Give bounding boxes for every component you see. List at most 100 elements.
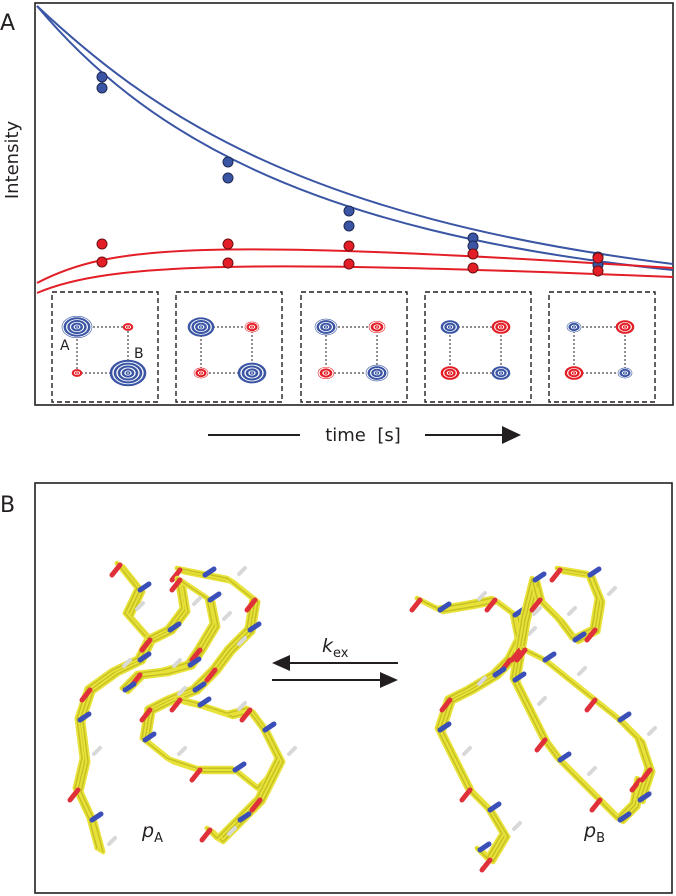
- inset-frame: [300, 291, 408, 403]
- backbone-edge: [80, 566, 154, 853]
- oxygen: [484, 597, 498, 613]
- nitrogen: [237, 811, 252, 823]
- peak-center: [573, 372, 575, 374]
- oxygen: [204, 667, 218, 683]
- backbone: [417, 597, 523, 863]
- point: [343, 240, 355, 252]
- point: [343, 258, 355, 270]
- molecules: [67, 560, 657, 873]
- nitrogen: [77, 711, 92, 723]
- state-subscript: B: [596, 831, 605, 846]
- backbone-edge: [419, 599, 521, 861]
- inset-frame: [175, 291, 283, 403]
- oxygen: [189, 767, 203, 783]
- points: [96, 71, 604, 277]
- point: [222, 238, 234, 250]
- nitrogen: [207, 591, 222, 603]
- oxygen: [239, 707, 253, 723]
- peak-center: [76, 372, 78, 374]
- oxygen: [589, 797, 603, 813]
- point: [343, 220, 355, 232]
- peak-center: [251, 326, 253, 328]
- nitrogen: [572, 631, 587, 643]
- oxygen: [409, 597, 423, 613]
- rate-symbol: k: [322, 635, 334, 657]
- backbone: [522, 647, 653, 803]
- nitrogen: [197, 696, 212, 708]
- oxygen: [244, 597, 258, 613]
- point: [592, 252, 604, 264]
- oxygen: [629, 777, 643, 793]
- peak-center: [325, 372, 327, 374]
- oxygen: [169, 577, 183, 593]
- peak-label: B: [134, 346, 144, 362]
- oxygen: [67, 787, 81, 803]
- curve: [36, 248, 674, 284]
- point: [222, 257, 234, 269]
- backbone-edge: [121, 577, 213, 689]
- x-axis-label: time [s]: [325, 425, 401, 446]
- peak-center: [573, 326, 575, 328]
- inset-frame: [548, 291, 656, 403]
- oxygen: [139, 707, 153, 723]
- nitrogen: [617, 711, 632, 723]
- hydrogen: [537, 696, 547, 706]
- peak-center: [376, 372, 378, 374]
- hydrogen: [107, 836, 117, 846]
- rate-subscript: ex: [333, 646, 349, 661]
- point: [222, 172, 234, 184]
- curve: [36, 265, 674, 294]
- hydrogen: [607, 586, 617, 596]
- nitrogen: [542, 651, 557, 663]
- state-label: pB: [583, 820, 605, 846]
- nitrogen: [192, 681, 207, 693]
- hydrogen: [192, 596, 202, 606]
- oxygen: [459, 787, 473, 803]
- nitrogen: [512, 671, 527, 683]
- point: [96, 238, 108, 250]
- nitrogen: [142, 731, 157, 743]
- point: [96, 82, 108, 94]
- backbone-edge: [524, 649, 651, 801]
- oxygen: [479, 857, 493, 873]
- point: [467, 262, 479, 274]
- peak-center: [376, 326, 378, 328]
- hydrogen: [92, 746, 102, 756]
- nitrogen: [637, 791, 652, 803]
- hydrogen: [177, 686, 187, 696]
- backbone-edge: [511, 567, 638, 819]
- hydrogen: [512, 821, 522, 831]
- nitrogen: [477, 841, 492, 853]
- state-symbol: p: [141, 820, 154, 842]
- backbone: [139, 565, 270, 791]
- peak-center: [449, 326, 451, 328]
- hydrogen: [237, 636, 247, 646]
- oxygen: [639, 767, 653, 783]
- peak-center: [127, 326, 129, 328]
- hydrogen: [122, 658, 132, 668]
- panel-label: B: [0, 493, 15, 518]
- state-subscript: A: [154, 831, 163, 846]
- arrow-head: [272, 655, 290, 671]
- oxygen: [534, 737, 548, 753]
- peak-center: [76, 326, 78, 328]
- backbone-edge: [416, 597, 518, 859]
- hydrogen: [647, 726, 657, 736]
- peak-center: [200, 326, 202, 328]
- curves: [36, 5, 674, 294]
- oxygen: [549, 567, 563, 583]
- peak-center: [200, 372, 202, 374]
- point: [467, 248, 479, 260]
- oxygen: [139, 637, 153, 653]
- oxygen: [439, 697, 453, 713]
- panel-a-frame: [34, 2, 674, 406]
- hydrogen: [237, 566, 247, 576]
- rate-label: kex: [322, 635, 349, 661]
- nitrogen: [232, 761, 247, 773]
- oxygen: [169, 567, 183, 583]
- hydrogen: [227, 826, 237, 836]
- peak-center: [500, 326, 502, 328]
- hydrogen: [222, 611, 232, 621]
- hydrogen: [477, 591, 487, 601]
- nitrogen: [89, 811, 104, 823]
